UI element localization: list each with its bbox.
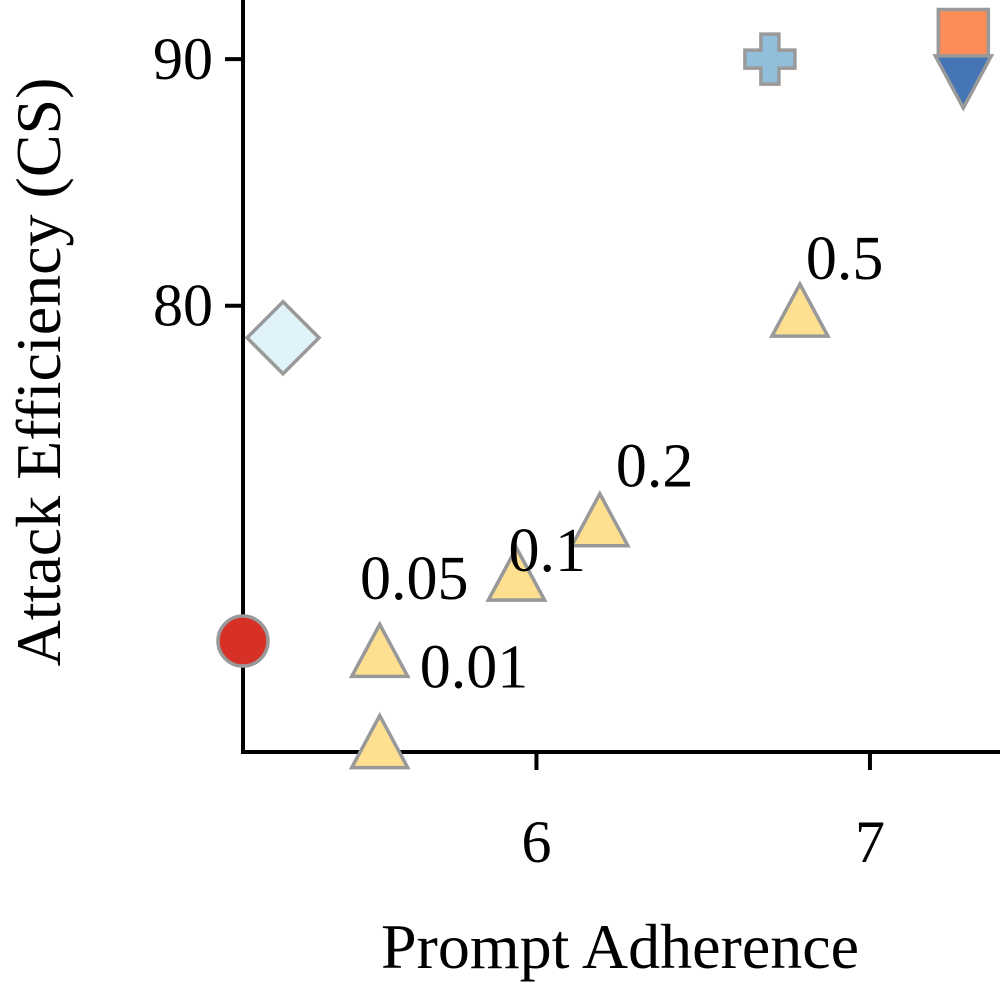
point-label: 0.2 (616, 433, 694, 501)
x-axis-title: Prompt Adherence (381, 911, 859, 982)
x-tick-label: 6 (521, 809, 551, 875)
point-label: 0.01 (420, 633, 529, 701)
circle-marker (216, 614, 270, 668)
data-marks (216, 7, 995, 770)
triangle-up-marker (348, 711, 411, 770)
y-tick-label: 80 (153, 273, 213, 339)
point-label: 0.05 (360, 545, 469, 613)
triangle-up-marker (568, 490, 631, 548)
triangle-up-marker (348, 620, 411, 679)
axes: 6 7 80 90 (153, 0, 1000, 875)
diamond-marker (244, 299, 322, 377)
x-tick-label: 7 (855, 809, 885, 875)
y-tick-label: 90 (153, 26, 213, 92)
point-label: 0.1 (508, 517, 586, 585)
y-axis-title: Attack Efficiency (CS) (3, 78, 74, 667)
point-labels: 0.01 0.05 0.1 0.2 0.5 (360, 225, 883, 701)
triangle-down-marker (932, 54, 995, 112)
point-label: 0.5 (806, 225, 884, 293)
plus-marker (743, 32, 797, 86)
triangle-up-marker (485, 544, 548, 602)
square-marker (936, 7, 991, 62)
triangle-up-marker (768, 280, 831, 338)
